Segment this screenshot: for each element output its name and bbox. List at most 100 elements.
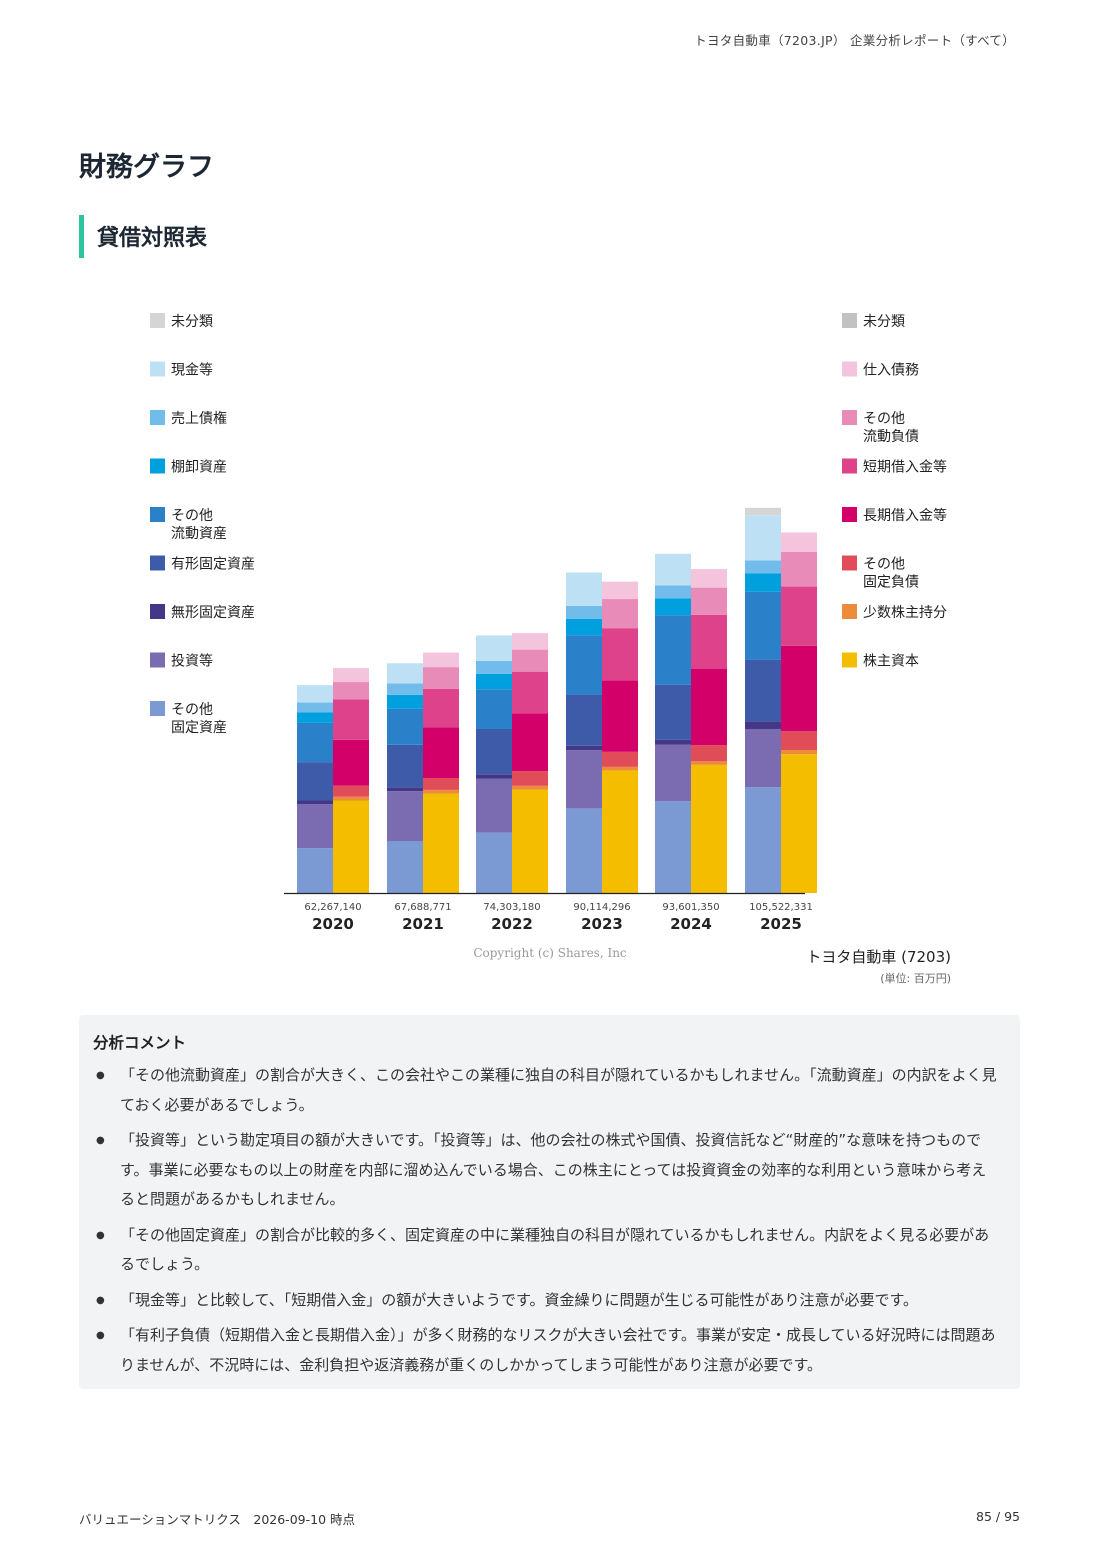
bar-segment-liability [333, 785, 369, 797]
analysis-title: 分析コメント [93, 1034, 187, 1052]
bar-segment-liability [691, 587, 727, 615]
legend-label: その他固定負債 [863, 557, 919, 591]
bar-segment-liability [333, 796, 369, 801]
legend-swatch [150, 604, 165, 619]
bar-segment-asset [297, 702, 333, 713]
page-number: 85 / 95 [976, 1509, 1020, 1524]
bar-segment-liability [781, 532, 817, 552]
bar-segment-liability [602, 599, 638, 629]
x-tick-label: 2020 [312, 915, 354, 933]
bar-segment-asset [387, 694, 423, 709]
bar-segment-liability [512, 633, 548, 650]
legend-label: その他流動負債 [863, 411, 919, 445]
bar-segment-liability [423, 688, 459, 728]
bar-segment-asset [655, 744, 691, 802]
legend-label: 棚卸資産 [171, 460, 227, 476]
bar-segment-asset [297, 712, 333, 723]
x-tick-label: 2023 [581, 915, 623, 933]
bar-segment-liability [602, 581, 638, 600]
bar-segment-liability [512, 789, 548, 893]
legend-swatch [150, 701, 165, 716]
legend-swatch [150, 410, 165, 425]
legend-swatch [842, 555, 857, 571]
legend-label: 有形固定資産 [171, 557, 255, 573]
bar-segment-liability [781, 645, 817, 732]
bar-segment-liability [602, 680, 638, 752]
bar-segment-asset [655, 684, 691, 740]
section-title: 貸借対照表 [97, 226, 208, 251]
bar-segment-liability [423, 652, 459, 668]
bar-segment-liability [423, 793, 459, 893]
analysis-item: 「その他流動資産」の割合が大きく、この会社やこの業種に独自の科目が隠れているかも… [93, 1061, 1000, 1120]
bar-segment-asset [476, 689, 512, 729]
analysis-list: 「その他流動資産」の割合が大きく、この会社やこの業種に独自の科目が隠れているかも… [93, 1061, 1000, 1380]
bar-segment-liability [512, 771, 548, 786]
total-label: 90,114,296 [573, 902, 630, 913]
bar-segment-asset [297, 800, 333, 805]
bar-segment-asset [745, 721, 781, 729]
bar-segment-asset [387, 708, 423, 745]
page-title: 財務グラフ [79, 152, 214, 183]
legend-swatch [842, 458, 857, 474]
legend-swatch [842, 652, 857, 668]
unit-label: (単位: 百万円) [880, 971, 951, 985]
legend-label: その他固定資産 [171, 702, 227, 736]
bar-segment-liability [512, 671, 548, 714]
bar-segment-asset [745, 787, 781, 893]
bar-segment-liability [602, 770, 638, 893]
legend-swatch [842, 410, 857, 425]
legend-label: その他流動資産 [171, 508, 227, 542]
legend-swatch [150, 313, 165, 328]
bar-segment-asset [297, 722, 333, 763]
bar-segment-asset [476, 673, 512, 690]
legend-label: 少数株主持分 [863, 605, 947, 621]
analysis-item: 「現金等」と比較して、「短期借入金」の額が大きいようです。資金繰りに問題が生じる… [93, 1286, 1000, 1316]
analysis-item: 「その他固定資産」の割合が比較的多く、固定資産の中に業種独自の科目が隠れているか… [93, 1221, 1000, 1280]
total-label: 93,601,350 [662, 902, 719, 913]
bar-segment-asset [745, 507, 781, 516]
bar-segment-liability [602, 751, 638, 767]
copyright-text: Copyright (c) Shares, Inc [473, 946, 627, 960]
bar-segment-liability [333, 682, 369, 700]
balance-sheet-chart: 62,267,140 2020 67,688,771 2021 74,303,180 20… [150, 313, 951, 985]
bar-segment-liability [781, 731, 817, 751]
bar-segment-asset [745, 728, 781, 788]
bar-segment-liability [691, 569, 727, 588]
legend-swatch [842, 313, 857, 328]
bar-segment-liability [781, 586, 817, 646]
bar-segment-liability [423, 789, 459, 794]
bar-segment-asset [655, 553, 691, 586]
bar-segment-asset [476, 728, 512, 775]
bar-segment-liability [781, 750, 817, 755]
total-label: 67,688,771 [394, 902, 451, 913]
legend-label: 無形固定資産 [171, 605, 255, 621]
bar-segment-asset [387, 744, 423, 788]
bar-segment-liability [691, 668, 727, 746]
bar-segment-liability [691, 745, 727, 762]
bar-segment-asset [566, 808, 602, 893]
bar-segment-asset [476, 774, 512, 779]
bar-segment-asset [745, 573, 781, 592]
bar-segment-liability [333, 800, 369, 893]
bar-segment-liability [691, 761, 727, 765]
bar-segment-asset [566, 605, 602, 619]
bar-segment-asset [745, 515, 781, 561]
analysis-item: 「有利子負債（短期借入金と長期借入金）」が多く財務的なリスクが大きい会社です。事… [93, 1321, 1000, 1380]
bar-segment-asset [566, 618, 602, 636]
legend-swatch [150, 507, 165, 522]
bar-segment-liability [781, 552, 817, 587]
bar-segment-liability [423, 667, 459, 689]
analysis-comment-box: 分析コメント 「その他流動資産」の割合が大きく、この会社やこの業種に独自の科目が… [79, 1015, 1020, 1389]
legend-swatch [842, 507, 857, 522]
bar-segment-asset [655, 801, 691, 893]
x-tick-label: 2022 [491, 915, 533, 933]
bar-segment-asset [745, 560, 781, 574]
bar-segment-asset [297, 848, 333, 893]
legend-swatch [150, 361, 165, 377]
legend-swatch [842, 361, 857, 377]
bar-segment-liability [512, 785, 548, 790]
bar-segment-asset [566, 745, 602, 751]
legend-label: 未分類 [171, 314, 213, 330]
report-header: トヨタ自動車（7203.JP） 企業分析レポート（すべて） [694, 33, 1015, 48]
bar-segment-asset [387, 663, 423, 684]
